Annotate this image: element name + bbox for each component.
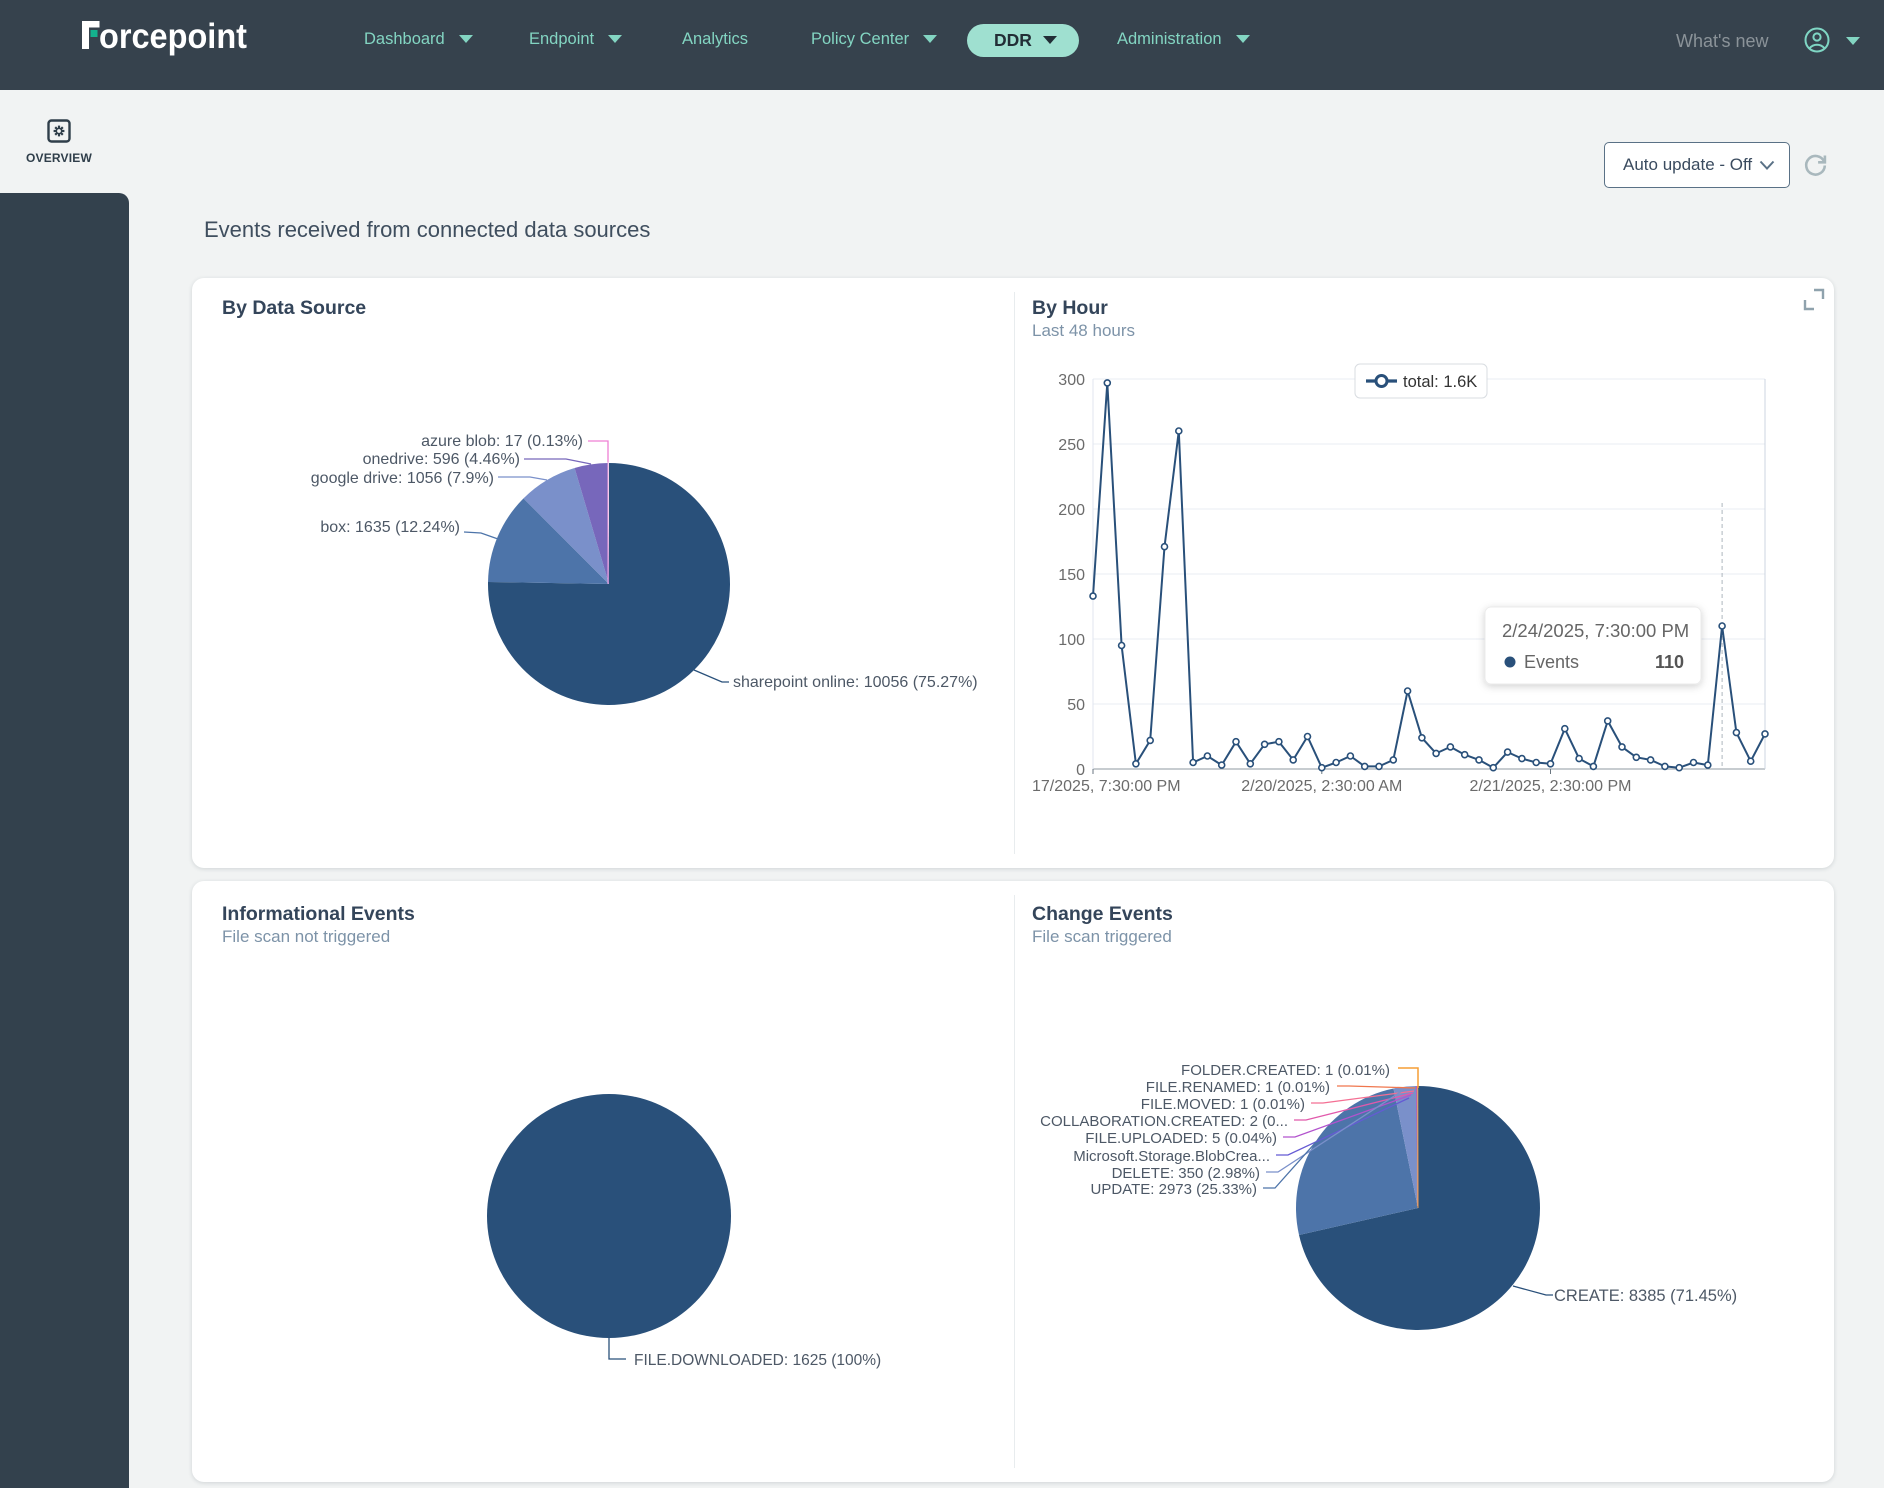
svg-text:150: 150: [1058, 567, 1085, 584]
svg-text:FILE.MOVED: 1 (0.01%): FILE.MOVED: 1 (0.01%): [1141, 1096, 1305, 1113]
svg-text:orcepoint: orcepoint: [99, 19, 247, 56]
svg-text:azure blob: 17 (0.13%): azure blob: 17 (0.13%): [421, 433, 583, 450]
svg-text:17/2025, 7:30:00 PM: 17/2025, 7:30:00 PM: [1032, 778, 1181, 795]
svg-text:onedrive: 596 (4.46%): onedrive: 596 (4.46%): [363, 451, 520, 468]
svg-text:250: 250: [1058, 437, 1085, 454]
svg-text:DELETE: 350 (2.98%): DELETE: 350 (2.98%): [1112, 1165, 1260, 1182]
svg-text:2/21/2025, 2:30:00 PM: 2/21/2025, 2:30:00 PM: [1470, 778, 1632, 795]
svg-text:300: 300: [1058, 372, 1085, 389]
svg-text:2/20/2025, 2:30:00 AM: 2/20/2025, 2:30:00 AM: [1241, 778, 1402, 795]
svg-text:200: 200: [1058, 502, 1085, 519]
svg-text:sharepoint online: 10056 (75.2: sharepoint online: 10056 (75.27%): [733, 674, 978, 691]
svg-text:FILE.UPLOADED: 5 (0.04%): FILE.UPLOADED: 5 (0.04%): [1085, 1130, 1277, 1147]
svg-text:box: 1635 (12.24%): box: 1635 (12.24%): [320, 519, 460, 536]
svg-text:50: 50: [1067, 697, 1085, 714]
svg-text:FILE.DOWNLOADED: 1625 (100%): FILE.DOWNLOADED: 1625 (100%): [634, 1352, 881, 1369]
svg-text:UPDATE: 2973 (25.33%): UPDATE: 2973 (25.33%): [1091, 1181, 1257, 1198]
svg-text:CREATE: 8385 (71.45%): CREATE: 8385 (71.45%): [1554, 1287, 1737, 1305]
svg-text:Events: Events: [1524, 652, 1579, 672]
svg-text:Microsoft.Storage.BlobCrea...: Microsoft.Storage.BlobCrea...: [1073, 1148, 1270, 1165]
svg-text:0: 0: [1076, 762, 1085, 779]
svg-text:110: 110: [1655, 652, 1684, 672]
svg-text:2/24/2025, 7:30:00 PM: 2/24/2025, 7:30:00 PM: [1502, 620, 1689, 641]
svg-text:100: 100: [1058, 632, 1085, 649]
svg-text:FILE.RENAMED: 1 (0.01%): FILE.RENAMED: 1 (0.01%): [1146, 1079, 1330, 1096]
svg-text:COLLABORATION.CREATED: 2 (0...: COLLABORATION.CREATED: 2 (0...: [1040, 1113, 1288, 1130]
svg-text:total: 1.6K: total: 1.6K: [1403, 373, 1477, 391]
svg-text:FOLDER.CREATED: 1 (0.01%): FOLDER.CREATED: 1 (0.01%): [1181, 1062, 1390, 1079]
svg-text:google drive: 1056 (7.9%): google drive: 1056 (7.9%): [311, 470, 494, 487]
